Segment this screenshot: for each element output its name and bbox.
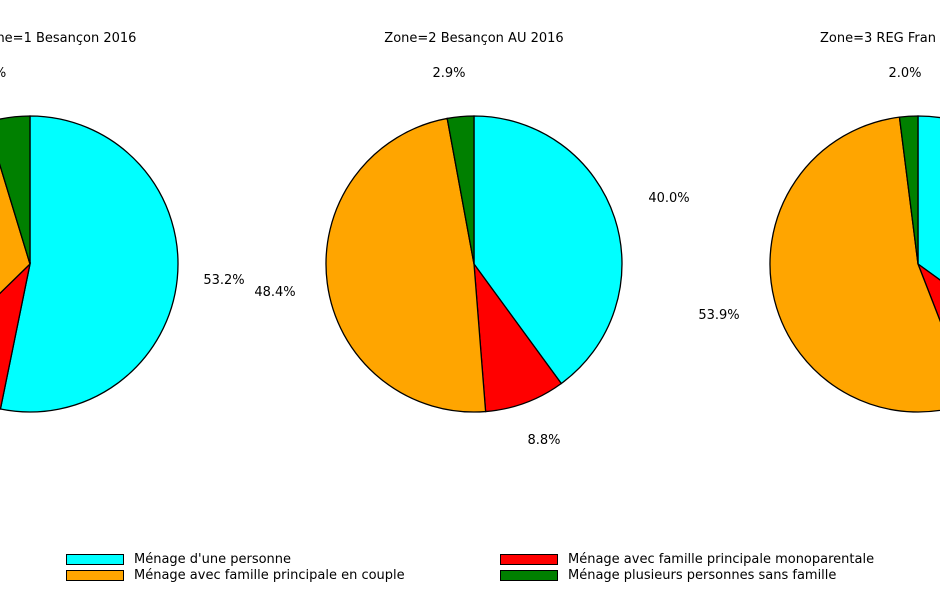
- pie-slice-3-3: [769, 116, 940, 413]
- pie-slice-1-2: [0, 262, 32, 410]
- pie-slice-2-4: [446, 115, 475, 265]
- legend-swatch-couple: [66, 570, 124, 581]
- legend-item-no-family: Ménage plusieurs personnes sans famille: [500, 567, 836, 584]
- pie-title-1: Zone=1 Besançon 2016: [0, 31, 136, 46]
- legend-swatch-one-person: [66, 554, 124, 565]
- pie-slice-1-3: [0, 163, 31, 295]
- pie-value-label-1-4: %: [0, 66, 6, 81]
- legend: Ménage d'une personne Ménage avec famill…: [0, 548, 940, 588]
- pie-chart-3: Zone=3 REG Fran 53.9% 2.0%: [698, 31, 940, 413]
- legend-swatch-no-family: [500, 570, 558, 581]
- pie-chart-2: Zone=2 Besançon AU 2016 40.0% 8.8% 48.4% 2.9…: [254, 31, 689, 448]
- pie-slice-3-4: [898, 115, 919, 265]
- legend-item-one-person: Ménage d'une personne: [66, 551, 291, 568]
- legend-label-one-person: Ménage d'une personne: [134, 552, 292, 567]
- legend-item-couple: Ménage avec famille principale en couple: [66, 567, 405, 584]
- legend-label-couple: Ménage avec famille principale en couple: [134, 568, 405, 583]
- pie-slice-1-4: [0, 115, 31, 265]
- pie-slice-2-3: [325, 117, 487, 413]
- pie-slice-1-1: [0, 115, 179, 413]
- pie-slice-3-1: [917, 115, 940, 281]
- pie-value-label-2-3: 48.4%: [254, 285, 295, 300]
- pie-title-2: Zone=2 Besançon AU 2016: [384, 31, 563, 46]
- pie-slice-2-2: [473, 261, 563, 413]
- pie-value-label-2-1: 40.0%: [648, 191, 689, 206]
- pie-value-label-3-4: 2.0%: [888, 66, 921, 81]
- legend-label-single-parent: Ménage avec famille principale monoparen…: [568, 552, 875, 567]
- pie-slice-2-1: [473, 115, 623, 385]
- pie-value-label-2-2: 8.8%: [527, 433, 560, 448]
- pie-chart-1: Zone=1 Besançon 2016 53.2%%: [0, 31, 245, 413]
- pie-value-label-3-3: 53.9%: [698, 308, 739, 323]
- legend-item-single-parent: Ménage avec famille principale monoparen…: [500, 551, 874, 568]
- legend-swatch-single-parent: [500, 554, 558, 565]
- legend-label-no-family: Ménage plusieurs personnes sans famille: [568, 568, 837, 583]
- pie-value-label-2-4: 2.9%: [432, 66, 465, 81]
- pie-value-label-1-1: 53.2%: [203, 273, 244, 288]
- pie-title-3: Zone=3 REG Fran: [820, 31, 936, 46]
